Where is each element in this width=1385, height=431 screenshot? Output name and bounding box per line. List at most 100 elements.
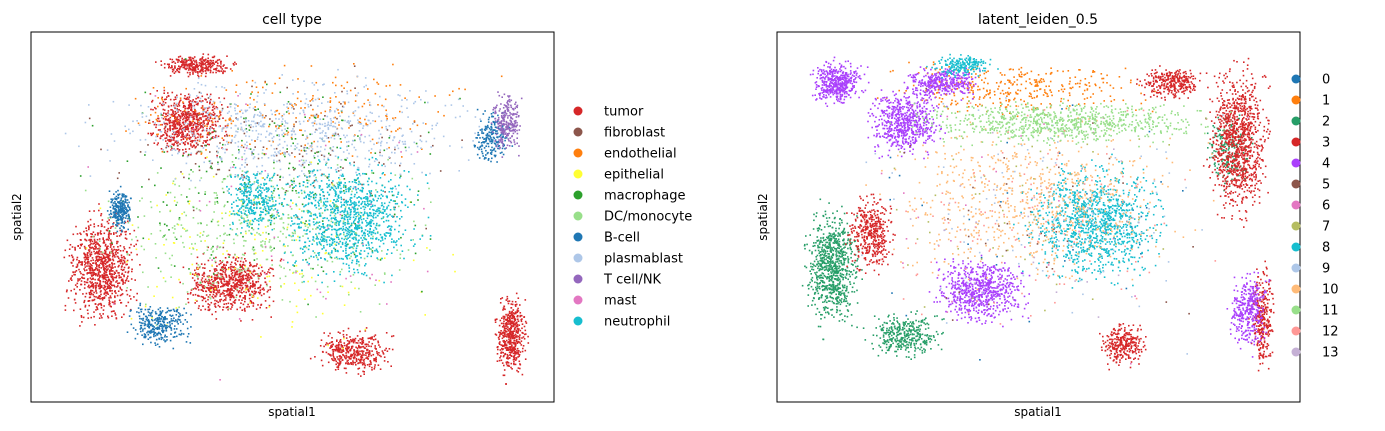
data-point [266,284,268,287]
data-point [366,357,369,360]
data-point [197,125,199,128]
data-point [177,131,180,134]
data-point [182,114,185,116]
data-point [321,173,323,176]
data-point [368,345,370,347]
data-point [254,292,256,295]
data-point [238,188,240,190]
data-point [237,281,239,283]
data-point [214,203,216,205]
data-point [114,217,117,219]
data-point [166,204,168,206]
data-point [149,201,152,203]
data-point [186,138,188,141]
data-point [219,110,221,113]
data-point [130,298,132,300]
data-point [245,232,247,235]
data-point [499,331,501,334]
data-point [198,295,200,297]
data-point [244,310,246,312]
data-point [357,352,360,355]
data-point [499,349,502,351]
data-point [502,355,505,358]
data-point [68,248,71,250]
data-point [121,272,124,275]
data-point [226,234,228,236]
data-point [509,354,511,356]
data-point [167,145,170,148]
data-point [192,131,195,133]
data-point [191,105,193,107]
data-point [107,276,110,278]
data-point [178,185,181,187]
data-point [508,365,510,367]
data-point [88,265,90,267]
data-point [212,293,215,296]
data-point [511,317,513,320]
data-point [246,267,249,270]
data-point [399,175,402,177]
data-point [85,229,88,232]
data-point [159,124,162,126]
data-point [188,153,190,156]
data-point [401,156,403,158]
data-point [221,160,223,163]
data-point [330,256,333,259]
data-point [201,57,203,59]
data-point [92,299,95,302]
data-point [99,262,102,264]
data-point [514,333,517,336]
data-point [196,118,199,121]
data-point [168,257,171,260]
data-point [255,109,257,111]
data-point [157,133,159,136]
data-point [78,268,80,271]
data-point [330,220,333,223]
data-point [259,289,262,291]
data-point [252,305,255,307]
data-point [211,167,213,170]
data-point [192,71,194,74]
data-point [120,206,123,208]
data-point [246,278,248,280]
data-point [179,110,182,112]
data-point [181,136,184,138]
data-point [527,335,529,338]
data-point [242,297,245,299]
data-point [507,349,510,351]
data-point [359,211,361,214]
data-point [278,159,281,162]
data-point [111,267,113,269]
data-point [96,265,98,268]
data-point [150,233,153,235]
data-point [126,209,128,212]
data-point [259,272,262,274]
data-point [396,249,398,251]
data-point [112,258,114,261]
data-point [320,199,322,202]
data-point [352,356,355,359]
data-point [496,346,499,349]
data-point [210,120,213,122]
data-point [506,336,508,338]
data-point [73,298,76,301]
data-point [176,109,179,111]
data-point [229,254,231,256]
data-point [414,252,417,255]
data-point [188,200,191,202]
data-point [93,223,95,225]
data-point [181,121,184,124]
data-point [282,153,285,156]
data-point [157,105,159,108]
data-point [155,257,157,259]
data-point [108,213,111,216]
data-point [103,242,106,244]
data-point [226,201,229,203]
data-point [249,302,251,304]
data-point [282,226,285,229]
data-point [374,92,377,95]
data-point [196,281,199,284]
data-point [263,153,266,156]
data-point [256,231,258,234]
data-point [208,112,211,115]
